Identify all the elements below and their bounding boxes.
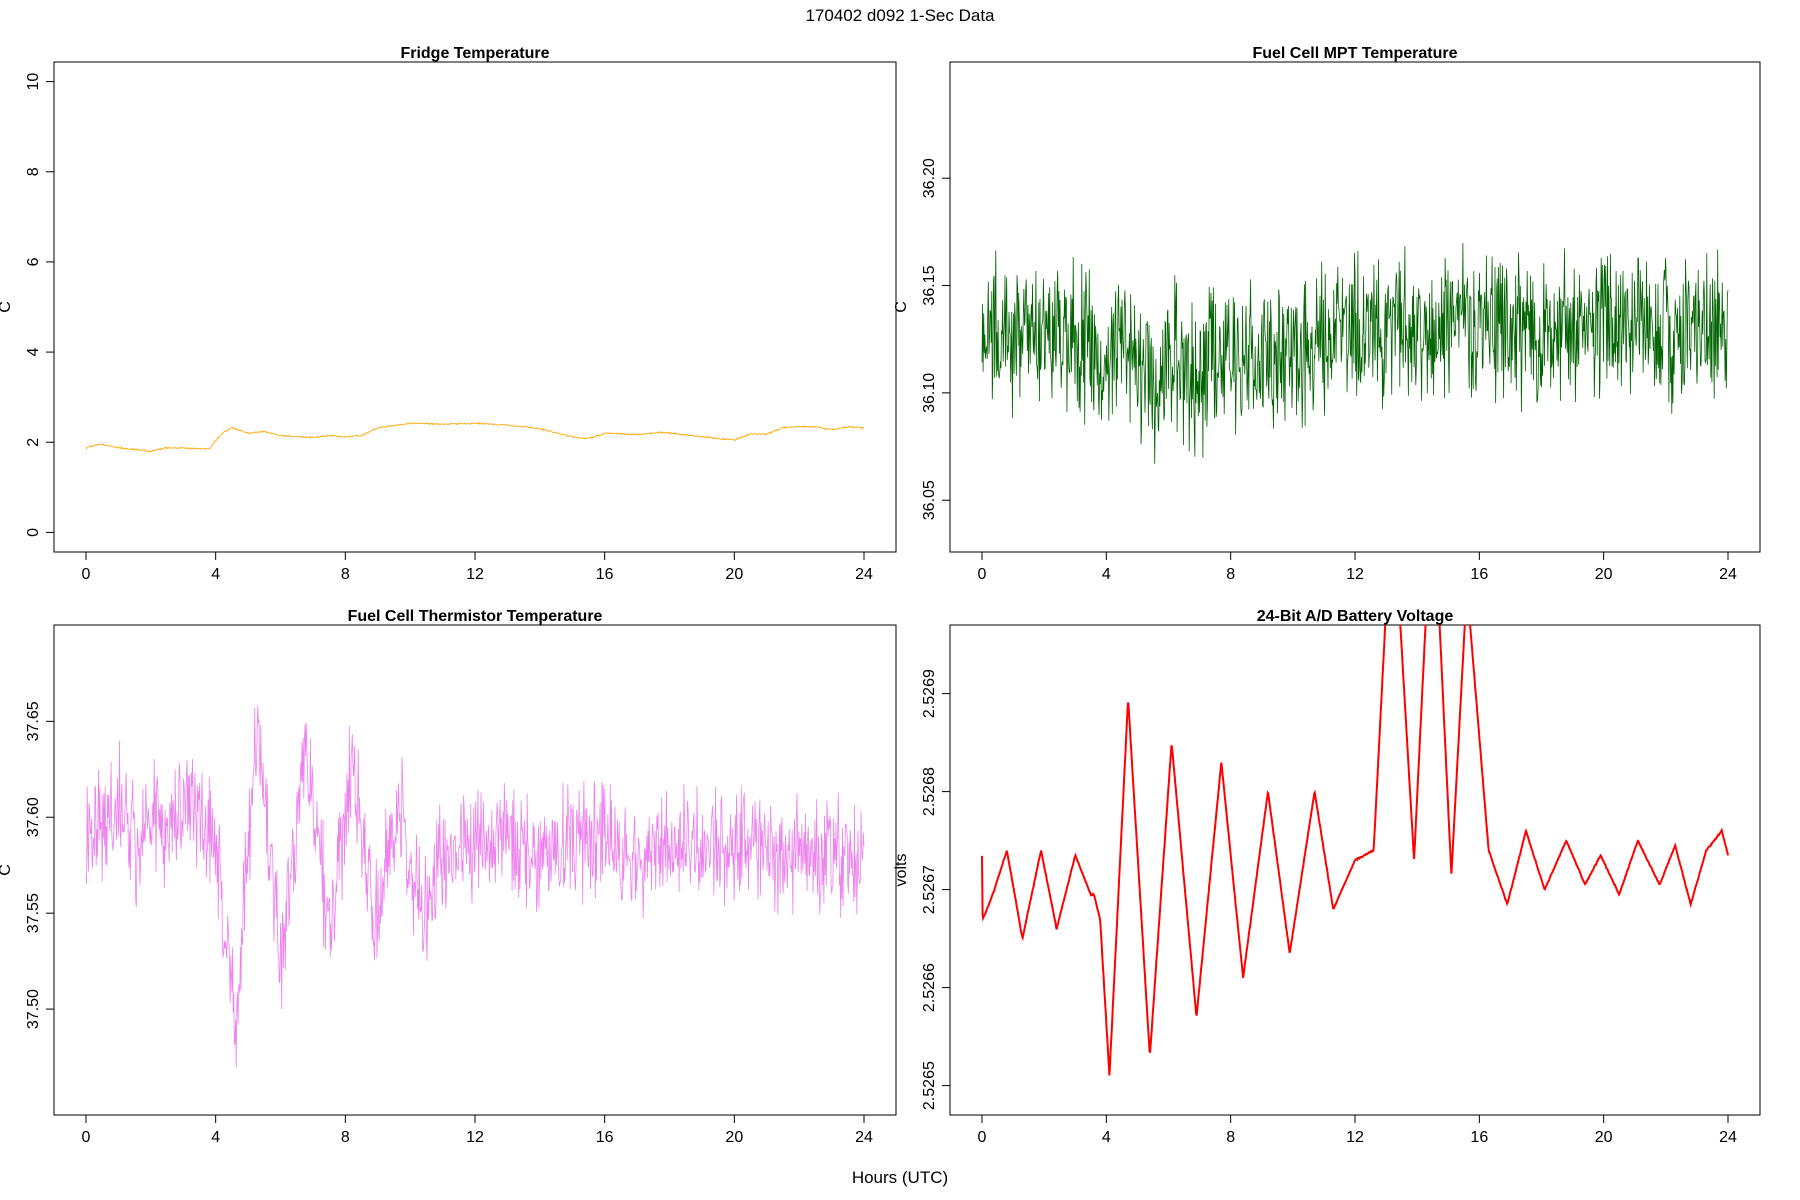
y-tick-label: 2	[25, 438, 42, 447]
y-tick-label: 37.50	[25, 989, 42, 1029]
y-tick-label: 37.55	[25, 893, 42, 933]
y-tick-label: 36.20	[921, 158, 938, 198]
series-line	[85, 705, 865, 1068]
x-tick-label: 20	[725, 1129, 743, 1146]
x-tick-label: 8	[1226, 566, 1235, 583]
x-tick-label: 8	[341, 1129, 350, 1146]
x-tick-label: 0	[978, 566, 987, 583]
x-tick-label: 12	[1346, 1129, 1364, 1146]
x-tick-label: 24	[1719, 1129, 1737, 1146]
series-line	[981, 625, 1729, 1076]
x-tick-label: 24	[1719, 566, 1737, 583]
chart-panel-3: Fuel Cell Thermistor Temperature C 0 4 8 12 16…	[0, 608, 897, 1146]
chart-panel-1: Fridge TemperatureC048121620240246810	[0, 45, 897, 583]
x-tick-label: 4	[1102, 1129, 1111, 1146]
x-tick-label: 12	[1346, 566, 1364, 583]
series-line	[981, 242, 1729, 464]
x-tick-label: 0	[82, 566, 91, 583]
x-tick-label: 16	[596, 1129, 614, 1146]
y-tick-label: 37.65	[25, 701, 42, 741]
figure-xlabel: Hours (UTC)	[851, 1168, 949, 1187]
panel-title: Fuel Cell MPT Temperature	[1252, 45, 1457, 62]
chart-panel-4: 24-Bit A/D Battery Voltage volts 0 4 8 12 16 20…	[893, 608, 1761, 1146]
y-tick-label: 10	[25, 73, 42, 91]
y-tick-label: 2.5267	[921, 865, 938, 914]
panel-title: 24-Bit A/D Battery Voltage	[1257, 608, 1454, 625]
y-tick-label: 2.5266	[921, 963, 938, 1012]
y-tick-label: 36.05	[921, 480, 938, 520]
y-tick-label: 2.5265	[921, 1061, 938, 1110]
x-tick-label: 0	[82, 1129, 91, 1146]
x-tick-label: 8	[1226, 1129, 1235, 1146]
y-tick-label: 36.10	[921, 373, 938, 413]
x-tick-label: 4	[211, 1129, 220, 1146]
y-tick-label: 6	[25, 257, 42, 266]
y-tick-label: 4	[25, 348, 42, 357]
x-tick-label: 24	[855, 1129, 873, 1146]
x-tick-label: 4	[211, 566, 220, 583]
y-tick-label: 2.5268	[921, 767, 938, 816]
x-tick-label: 20	[725, 566, 743, 583]
x-tick-label: 16	[1470, 566, 1488, 583]
y-axis-label: volts	[893, 854, 910, 887]
y-tick-label: 8	[25, 167, 42, 176]
x-tick-label: 24	[855, 566, 873, 583]
series-line	[85, 421, 865, 453]
plot-frame	[53, 61, 897, 553]
y-tick-label: 2.5269	[921, 669, 938, 718]
x-tick-label: 12	[466, 1129, 484, 1146]
x-tick-label: 20	[1595, 566, 1613, 583]
x-tick-label: 12	[466, 566, 484, 583]
y-tick-label: 36.15	[921, 265, 938, 305]
panel-title: Fuel Cell Thermistor Temperature	[348, 608, 603, 625]
x-tick-label: 16	[1470, 1129, 1488, 1146]
y-axis-label: C	[0, 864, 14, 876]
x-tick-label: 0	[978, 1129, 987, 1146]
y-axis-label: C	[0, 301, 14, 313]
x-tick-label: 16	[596, 566, 614, 583]
x-tick-label: 8	[341, 566, 350, 583]
x-tick-label: 20	[1595, 1129, 1613, 1146]
panel-title: Fridge Temperature	[400, 45, 549, 62]
chart-panel-2: Fuel Cell MPT Temperature C 0 4 8 12 16 20 24 36.…	[893, 45, 1761, 583]
y-axis-label: C	[893, 301, 910, 313]
figure-title: 170402 d092 1-Sec Data	[805, 6, 995, 25]
y-tick-label: 0	[25, 528, 42, 537]
y-tick-label: 37.60	[25, 797, 42, 837]
x-tick-label: 4	[1102, 566, 1111, 583]
